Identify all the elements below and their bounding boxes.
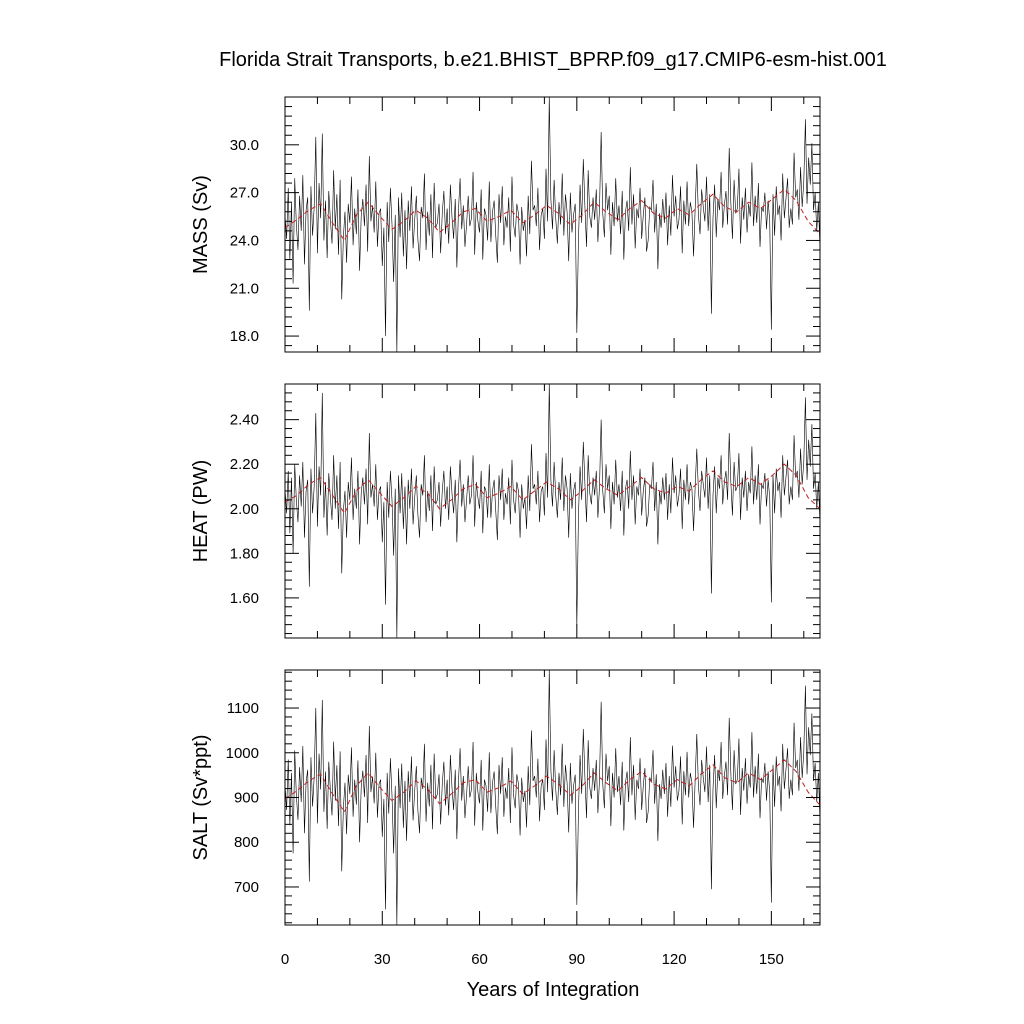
salt-ytick-label: 700 (234, 879, 259, 896)
heat-ytick-label: 1.60 (230, 590, 259, 607)
mass-plot-frame (284, 96, 821, 353)
salt-smooth-series-line (285, 759, 820, 813)
heat-ytick-label: 2.00 (230, 501, 259, 518)
salt-y-axis-label: SALT (Sv*ppt) (190, 735, 212, 861)
mass-ytick-label: 18.0 (230, 328, 259, 345)
heat-ytick-label: 2.20 (230, 456, 259, 473)
figure-title: Florida Strait Transports, b.e21.BHIST_B… (219, 49, 887, 71)
xtick-label: 30 (374, 951, 391, 968)
xtick-label: 150 (759, 951, 784, 968)
salt-ytick-label: 1100 (227, 700, 259, 717)
xtick-label: 0 (281, 951, 289, 968)
salt-ytick-label: 800 (234, 834, 259, 851)
mass-smooth-series-line (285, 188, 820, 242)
heat-y-axis-label: HEAT (PW) (190, 460, 212, 563)
mass-ytick-label: 21.0 (230, 280, 259, 297)
mass-ytick-label: 24.0 (230, 232, 259, 249)
x-axis: 0 30 60 90 120 150 (281, 951, 784, 968)
salt-ytick-label: 1000 (226, 745, 259, 762)
heat-raw-series-line (285, 384, 820, 638)
mass-ytick-label: 27.0 (230, 185, 259, 202)
salt-raw-series-line (285, 670, 820, 925)
xtick-label: 120 (662, 951, 687, 968)
heat-plot-frame (284, 383, 821, 639)
heat-smooth-series-line (285, 463, 820, 515)
xtick-label: 60 (471, 951, 488, 968)
panels: 18.0 21.0 24.0 27.0 30.0 MASS (Sv) 1.60 1.80 2.0… (190, 96, 821, 926)
mass-ytick-label: 30.0 (230, 137, 259, 154)
panel-salt: 700 800 900 1000 1100 SALT (Sv*ppt) (190, 669, 821, 926)
mass-y-axis-label: MASS (Sv) (190, 175, 212, 274)
salt-ytick-label: 900 (234, 790, 259, 807)
mass-raw-series-line (285, 97, 820, 352)
heat-ytick-label: 2.40 (230, 412, 259, 429)
xtick-label: 90 (568, 951, 585, 968)
panel-mass: 18.0 21.0 24.0 27.0 30.0 MASS (Sv) (190, 96, 821, 353)
heat-ytick-label: 1.80 (230, 545, 259, 562)
panel-heat: 1.60 1.80 2.00 2.20 2.40 HEAT (PW) (190, 383, 821, 639)
x-axis-label: Years of Integration (467, 979, 640, 1001)
